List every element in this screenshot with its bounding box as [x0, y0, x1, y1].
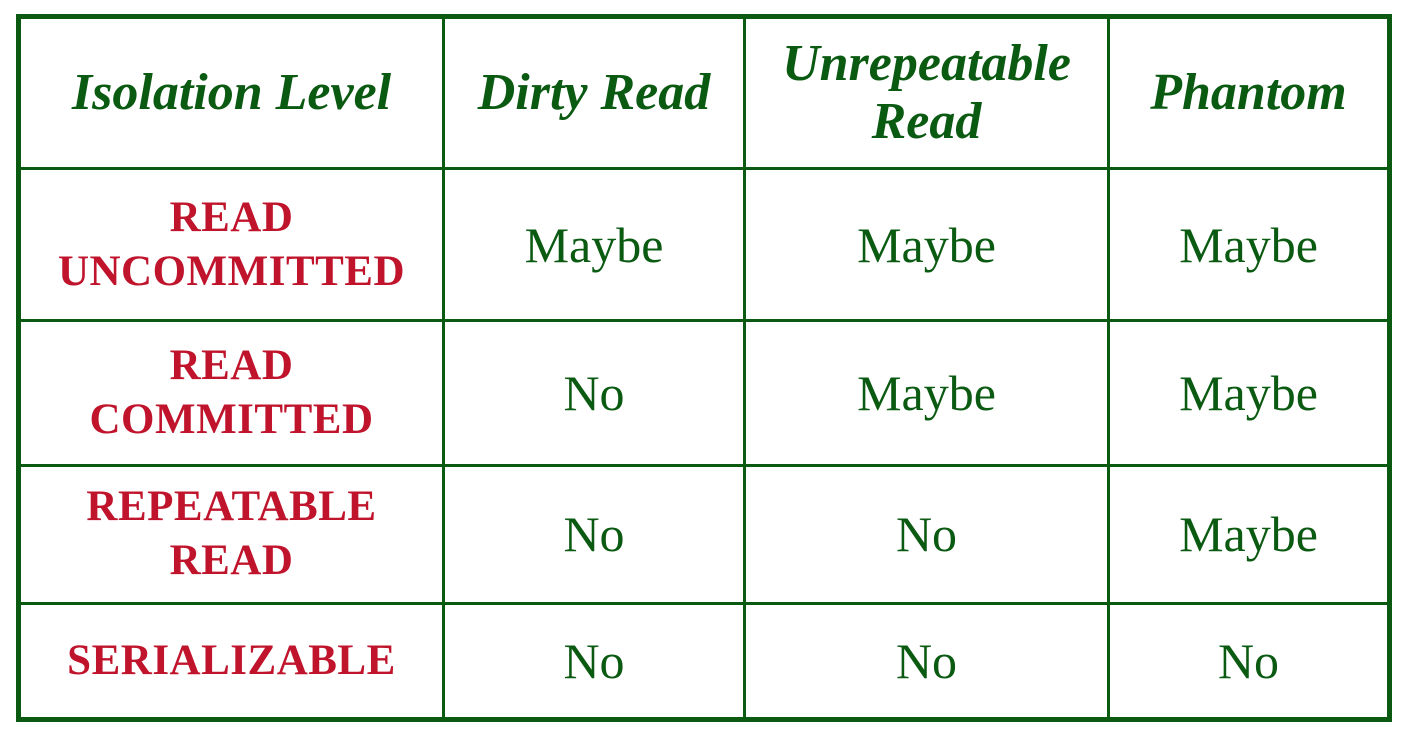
header-unrepeatable-line2: Read — [871, 93, 982, 151]
level-line1: SERIALIZABLE — [67, 636, 396, 684]
unrepeatable-read-cell: No — [743, 463, 1110, 605]
level-line2: READ — [169, 537, 294, 585]
phantom-cell: Maybe — [1107, 463, 1391, 605]
dirty-read-cell: No — [442, 319, 746, 467]
header-dirty-read: Dirty Read — [442, 14, 746, 171]
level-line2: UNCOMMITTED — [57, 247, 406, 295]
header-unrepeatable-line1: Unrepeatable — [782, 35, 1071, 93]
level-cell: READ UNCOMMITTED — [17, 167, 445, 323]
header-phantom: Phantom — [1107, 14, 1391, 171]
table-header-row: Isolation Level Dirty Read Unrepeatable … — [17, 14, 1391, 171]
level-cell: SERIALIZABLE — [17, 601, 445, 722]
dirty-read-cell: No — [442, 463, 746, 605]
unrepeatable-read-cell: No — [743, 601, 1110, 722]
dirty-read-cell: No — [442, 601, 746, 722]
table-row: READ COMMITTED No Maybe Maybe — [17, 319, 1391, 467]
table-row: READ UNCOMMITTED Maybe Maybe Maybe — [17, 167, 1391, 323]
level-cell: READ COMMITTED — [17, 319, 445, 467]
level-line1: READ — [169, 342, 294, 389]
header-isolation-level: Isolation Level — [17, 14, 445, 171]
level-cell: REPEATABLE READ — [17, 463, 445, 605]
level-line1: READ — [169, 193, 294, 241]
isolation-levels-table: Isolation Level Dirty Read Unrepeatable … — [16, 14, 1392, 722]
level-line1: REPEATABLE — [86, 483, 377, 531]
level-line2: COMMITTED — [89, 396, 374, 443]
dirty-read-cell: Maybe — [442, 167, 746, 323]
header-unrepeatable-read: Unrepeatable Read — [743, 14, 1110, 171]
table-row: REPEATABLE READ No No Maybe — [17, 463, 1391, 605]
phantom-cell: Maybe — [1107, 319, 1391, 467]
phantom-cell: No — [1107, 601, 1391, 722]
table-row: SERIALIZABLE No No No — [17, 601, 1391, 722]
unrepeatable-read-cell: Maybe — [743, 319, 1110, 467]
unrepeatable-read-cell: Maybe — [743, 167, 1110, 323]
phantom-cell: Maybe — [1107, 167, 1391, 323]
